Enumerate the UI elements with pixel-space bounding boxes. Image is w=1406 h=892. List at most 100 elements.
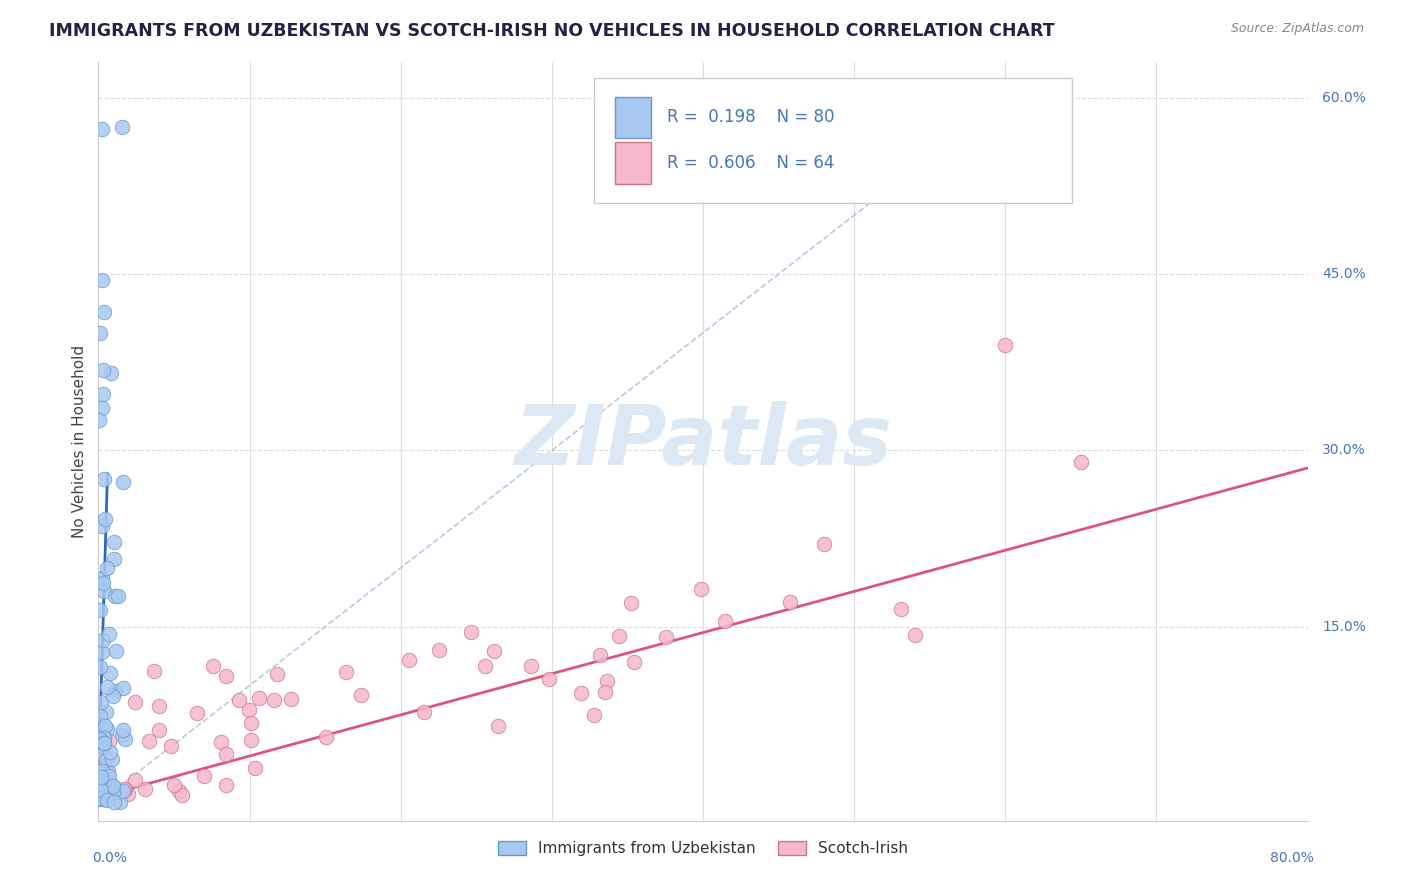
- FancyBboxPatch shape: [595, 78, 1071, 202]
- Point: [148, 723, 170, 737]
- Point: [474, 659, 496, 673]
- Point: [93, 730, 115, 744]
- Point: [107, 589, 129, 603]
- Point: [89, 780, 111, 794]
- Point: [315, 731, 337, 745]
- Point: [91, 633, 114, 648]
- Point: [607, 629, 630, 643]
- Point: [97, 764, 120, 778]
- Point: [89, 783, 111, 797]
- Point: [143, 664, 166, 678]
- Point: [103, 780, 125, 794]
- Point: [89, 660, 111, 674]
- Point: [148, 698, 170, 713]
- Point: [460, 624, 482, 639]
- Point: [813, 537, 835, 551]
- Point: [228, 692, 250, 706]
- Text: 45.0%: 45.0%: [1322, 267, 1365, 281]
- Text: R =  0.606    N = 64: R = 0.606 N = 64: [666, 154, 834, 172]
- Point: [90, 645, 112, 659]
- Point: [100, 366, 122, 380]
- Point: [214, 778, 236, 792]
- Point: [96, 722, 118, 736]
- Text: 30.0%: 30.0%: [1322, 443, 1365, 458]
- Point: [101, 779, 124, 793]
- Text: IMMIGRANTS FROM UZBEKISTAN VS SCOTCH-IRISH NO VEHICLES IN HOUSEHOLD CORRELATION : IMMIGRANTS FROM UZBEKISTAN VS SCOTCH-IRI…: [49, 22, 1054, 40]
- Point: [104, 644, 127, 658]
- Point: [94, 753, 117, 767]
- Point: [101, 785, 124, 799]
- Text: 80.0%: 80.0%: [1270, 851, 1313, 865]
- Point: [690, 582, 713, 596]
- Point: [101, 751, 124, 765]
- Point: [138, 734, 160, 748]
- Point: [239, 733, 262, 747]
- Text: 60.0%: 60.0%: [1322, 91, 1367, 104]
- Bar: [614, 96, 651, 138]
- Point: [111, 728, 134, 742]
- Point: [91, 575, 114, 590]
- Point: [94, 718, 117, 732]
- Text: 15.0%: 15.0%: [1322, 620, 1367, 633]
- Point: [98, 626, 121, 640]
- Point: [90, 272, 112, 286]
- Point: [589, 648, 612, 662]
- Point: [98, 746, 121, 760]
- Point: [209, 735, 232, 749]
- Point: [94, 512, 117, 526]
- Point: [98, 734, 121, 748]
- Point: [90, 695, 112, 709]
- Point: [91, 747, 114, 761]
- Point: [201, 659, 224, 673]
- Point: [111, 784, 134, 798]
- Point: [93, 736, 115, 750]
- Point: [520, 658, 543, 673]
- Point: [111, 120, 134, 135]
- Point: [620, 595, 643, 609]
- Point: [583, 707, 606, 722]
- Point: [335, 665, 357, 680]
- Point: [263, 692, 285, 706]
- Point: [114, 731, 136, 746]
- Point: [93, 583, 115, 598]
- Point: [96, 706, 118, 720]
- Text: ZIPatlas: ZIPatlas: [515, 401, 891, 482]
- Point: [114, 782, 136, 797]
- Point: [93, 731, 115, 746]
- Point: [96, 769, 118, 783]
- Point: [89, 413, 111, 427]
- Point: [623, 655, 645, 669]
- Point: [1070, 455, 1092, 469]
- Point: [101, 789, 124, 803]
- Point: [904, 628, 927, 642]
- Point: [994, 337, 1017, 351]
- Point: [537, 672, 560, 686]
- Point: [89, 791, 111, 805]
- Bar: [614, 142, 651, 184]
- Point: [186, 706, 208, 720]
- Point: [779, 594, 801, 608]
- Point: [91, 571, 114, 585]
- Point: [90, 789, 112, 804]
- Point: [89, 726, 111, 740]
- Point: [90, 734, 112, 748]
- Point: [112, 475, 135, 489]
- Y-axis label: No Vehicles in Household: No Vehicles in Household: [72, 345, 87, 538]
- Point: [163, 778, 186, 792]
- Point: [595, 673, 617, 688]
- Point: [93, 472, 115, 486]
- Point: [215, 747, 238, 761]
- Point: [89, 731, 111, 746]
- Point: [89, 786, 111, 800]
- Point: [111, 723, 134, 737]
- Point: [93, 736, 115, 750]
- Point: [93, 739, 115, 753]
- Point: [89, 326, 111, 341]
- Point: [90, 770, 112, 784]
- Point: [124, 695, 146, 709]
- Point: [569, 686, 592, 700]
- Point: [108, 795, 131, 809]
- Point: [91, 387, 114, 401]
- Point: [94, 760, 117, 774]
- Text: Source: ZipAtlas.com: Source: ZipAtlas.com: [1230, 22, 1364, 36]
